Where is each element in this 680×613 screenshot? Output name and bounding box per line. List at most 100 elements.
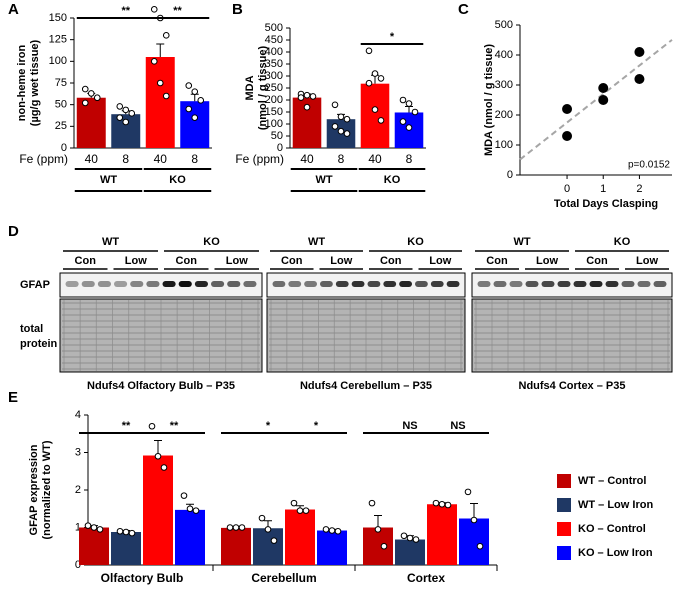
data-point xyxy=(150,58,158,65)
panel-letter: C xyxy=(458,1,469,18)
gfap-band xyxy=(637,281,651,287)
y-tick-label: 400 xyxy=(495,49,513,61)
data-point xyxy=(122,106,130,114)
bar xyxy=(253,528,283,565)
data-point xyxy=(343,130,351,137)
error-bar xyxy=(470,503,478,519)
bar xyxy=(143,455,173,565)
data-point xyxy=(562,131,573,141)
data-point xyxy=(270,537,278,544)
data-point xyxy=(405,124,413,131)
condition-label: Low xyxy=(226,255,248,267)
data-point xyxy=(464,488,472,496)
data-point xyxy=(185,82,193,89)
y-axis-label: non-heme iron xyxy=(16,45,28,122)
blot-caption: Ndufs4 Cerebellum – P35 xyxy=(300,380,432,392)
y-tick-label: 100 xyxy=(495,139,513,151)
y-axis-label: MDA xyxy=(244,75,256,100)
data-point xyxy=(93,94,101,102)
bar xyxy=(427,504,457,565)
data-point xyxy=(411,108,419,116)
gfap-band xyxy=(430,281,444,287)
y-tick-label: 0 xyxy=(277,142,283,154)
data-point xyxy=(309,93,317,100)
y-tick-label: 250 xyxy=(265,82,283,94)
data-point xyxy=(162,32,170,39)
data-point xyxy=(331,101,339,109)
gfap-band xyxy=(383,281,397,287)
data-point xyxy=(160,464,168,471)
data-point xyxy=(322,526,330,533)
condition-label: Con xyxy=(75,255,97,267)
data-point xyxy=(303,91,311,99)
y-tick-label: 350 xyxy=(265,58,283,70)
data-point xyxy=(197,97,205,104)
condition-label: Low xyxy=(429,255,451,267)
condition-label: Low xyxy=(536,255,558,267)
data-point xyxy=(128,110,136,117)
bar xyxy=(395,539,425,565)
data-point xyxy=(81,85,89,93)
data-point xyxy=(96,526,104,533)
x-tick-label: 2 xyxy=(636,183,642,195)
data-point xyxy=(399,96,407,104)
data-point xyxy=(186,505,194,513)
y-tick-label: 0 xyxy=(75,559,81,571)
gfap-band xyxy=(304,281,317,287)
data-point xyxy=(562,104,573,114)
panel-letter: B xyxy=(232,1,243,18)
gfap-band xyxy=(557,281,571,287)
y-tick-label: 25 xyxy=(55,120,67,132)
data-point xyxy=(264,526,272,533)
data-point xyxy=(156,79,164,87)
y-tick-label: 150 xyxy=(265,106,283,118)
data-point xyxy=(180,492,188,499)
data-point xyxy=(296,507,304,514)
condition-label: Con xyxy=(380,255,402,267)
y-tick-label: 300 xyxy=(265,70,283,82)
data-point xyxy=(232,524,240,531)
gfap-band xyxy=(272,281,286,287)
x-tick-label: Cerebellum xyxy=(251,571,316,585)
genotype-label: KO xyxy=(203,236,220,248)
data-point xyxy=(634,47,645,57)
y-axis-label: (nmol / g tissue) xyxy=(257,45,269,130)
data-point xyxy=(150,6,158,13)
y-tick-label: 4 xyxy=(75,409,81,421)
y-tick-label: 0 xyxy=(507,169,513,181)
genotype-label: KO xyxy=(614,236,631,248)
gfap-band xyxy=(211,281,225,287)
data-point xyxy=(81,99,89,107)
x-axis-label: Fe (ppm) xyxy=(235,152,284,166)
genotype-label: KO xyxy=(407,236,424,248)
gfap-band xyxy=(399,281,412,287)
data-point xyxy=(90,524,98,531)
gfap-band xyxy=(477,281,491,287)
condition-label: Con xyxy=(176,255,198,267)
data-point xyxy=(380,542,388,550)
data-point xyxy=(154,452,162,460)
bar xyxy=(363,527,393,565)
data-point xyxy=(290,499,298,507)
gfap-band xyxy=(621,281,635,287)
legend-swatch xyxy=(557,498,571,512)
data-point xyxy=(377,117,385,124)
bar xyxy=(317,530,347,565)
data-point xyxy=(162,92,170,100)
gfap-band xyxy=(367,281,381,287)
bar xyxy=(360,83,390,148)
legend-label: WT – Control xyxy=(578,475,646,487)
data-point xyxy=(226,524,234,531)
y-axis-label: GFAP expression xyxy=(28,444,40,535)
row-label: GFAP xyxy=(20,279,50,291)
significance-label: * xyxy=(390,31,395,43)
y-axis-label: MDA (nmol / g tissue) xyxy=(483,44,495,156)
y-tick-label: 125 xyxy=(49,34,67,46)
gfap-band xyxy=(178,281,192,287)
gfap-band xyxy=(227,281,241,287)
data-point xyxy=(365,79,373,87)
data-point xyxy=(374,526,382,533)
gfap-band xyxy=(81,281,95,287)
gfap-band xyxy=(114,281,128,287)
